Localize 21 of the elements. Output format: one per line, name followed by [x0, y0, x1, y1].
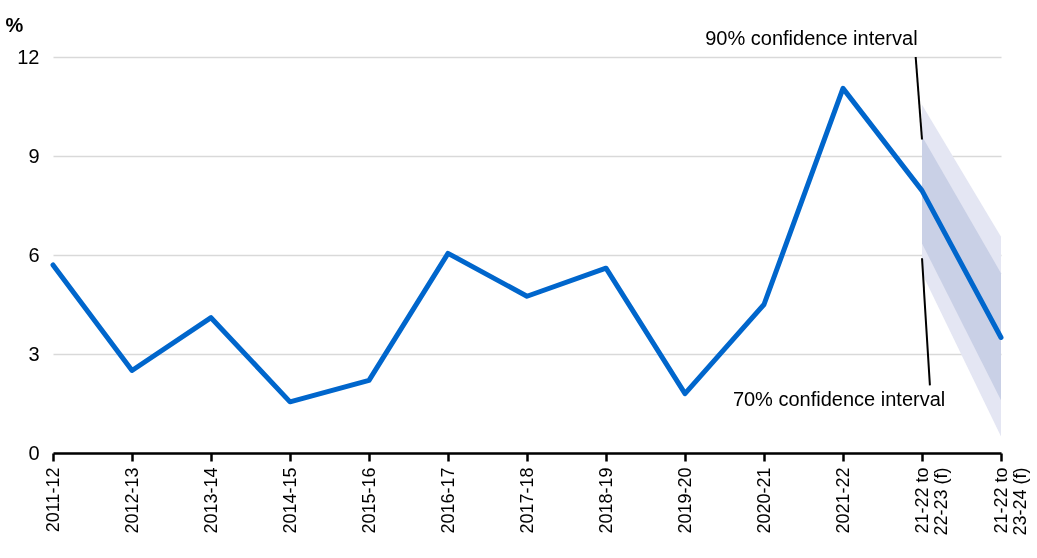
x-tick-label: 2013-14: [200, 467, 221, 534]
x-tick-label: 2020-21: [753, 467, 774, 534]
x-tick-label: 2015-16: [358, 467, 379, 534]
y-tick-label: 6: [28, 243, 40, 266]
x-tick-label: 2019-20: [674, 467, 695, 534]
x-tick-label: 2021-22: [832, 467, 853, 534]
x-tick-label: 21-22 to 22-23 (f): [911, 467, 951, 536]
x-tick-label: 2018-19: [595, 467, 616, 534]
y-axis-title: %: [5, 13, 24, 36]
y-tick-label: 3: [28, 342, 40, 365]
annotation: 70% confidence interval: [732, 388, 946, 411]
y-tick-label: 0: [28, 441, 40, 464]
y-tick-label: 9: [28, 144, 40, 167]
x-tick-label: 2014-15: [279, 467, 300, 534]
x-tick-label: 21-22 to 23-24 (f): [990, 467, 1030, 536]
x-tick-label: 2012-13: [121, 467, 142, 534]
annotation: 90% confidence interval: [705, 26, 918, 49]
x-tick-label: 2016-17: [437, 467, 458, 534]
y-tick-label: 12: [17, 45, 40, 68]
x-tick-label: 2017-18: [516, 467, 537, 534]
x-tick-label: 2011-12: [42, 467, 63, 533]
